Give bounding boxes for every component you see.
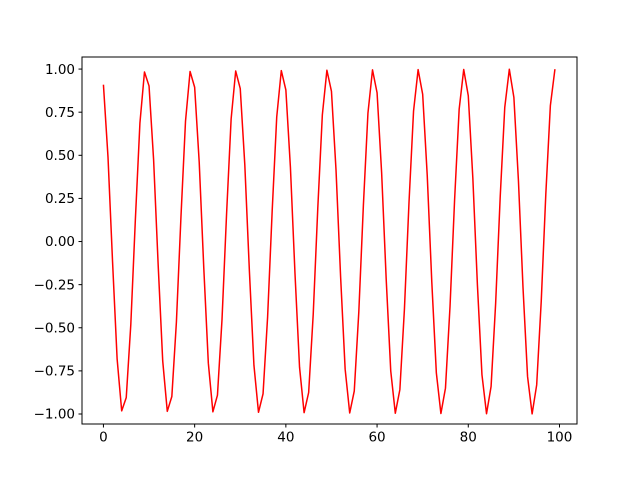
y-tick-label: 0.50 bbox=[45, 148, 75, 164]
x-tick-label: 60 bbox=[368, 430, 385, 446]
y-tick-label: −0.25 bbox=[34, 277, 75, 293]
y-tick-label: 0.25 bbox=[45, 191, 75, 207]
x-tick-label: 80 bbox=[460, 430, 477, 446]
y-tick-label: 1.00 bbox=[45, 62, 75, 78]
axes-frame bbox=[81, 56, 578, 425]
y-tick-label: −0.75 bbox=[34, 364, 75, 380]
x-tick-label: 20 bbox=[186, 430, 203, 446]
x-tick-label: 0 bbox=[99, 430, 108, 446]
y-tick-label: −1.00 bbox=[34, 407, 75, 423]
y-tick-label: 0.00 bbox=[45, 234, 75, 250]
y-tick-label: −0.50 bbox=[34, 320, 75, 336]
axes-background bbox=[82, 57, 577, 424]
x-tick-label: 100 bbox=[547, 430, 573, 446]
y-tick-label: 0.75 bbox=[45, 105, 75, 121]
x-tick-label: 40 bbox=[277, 430, 294, 446]
signal-line bbox=[102, 68, 556, 415]
